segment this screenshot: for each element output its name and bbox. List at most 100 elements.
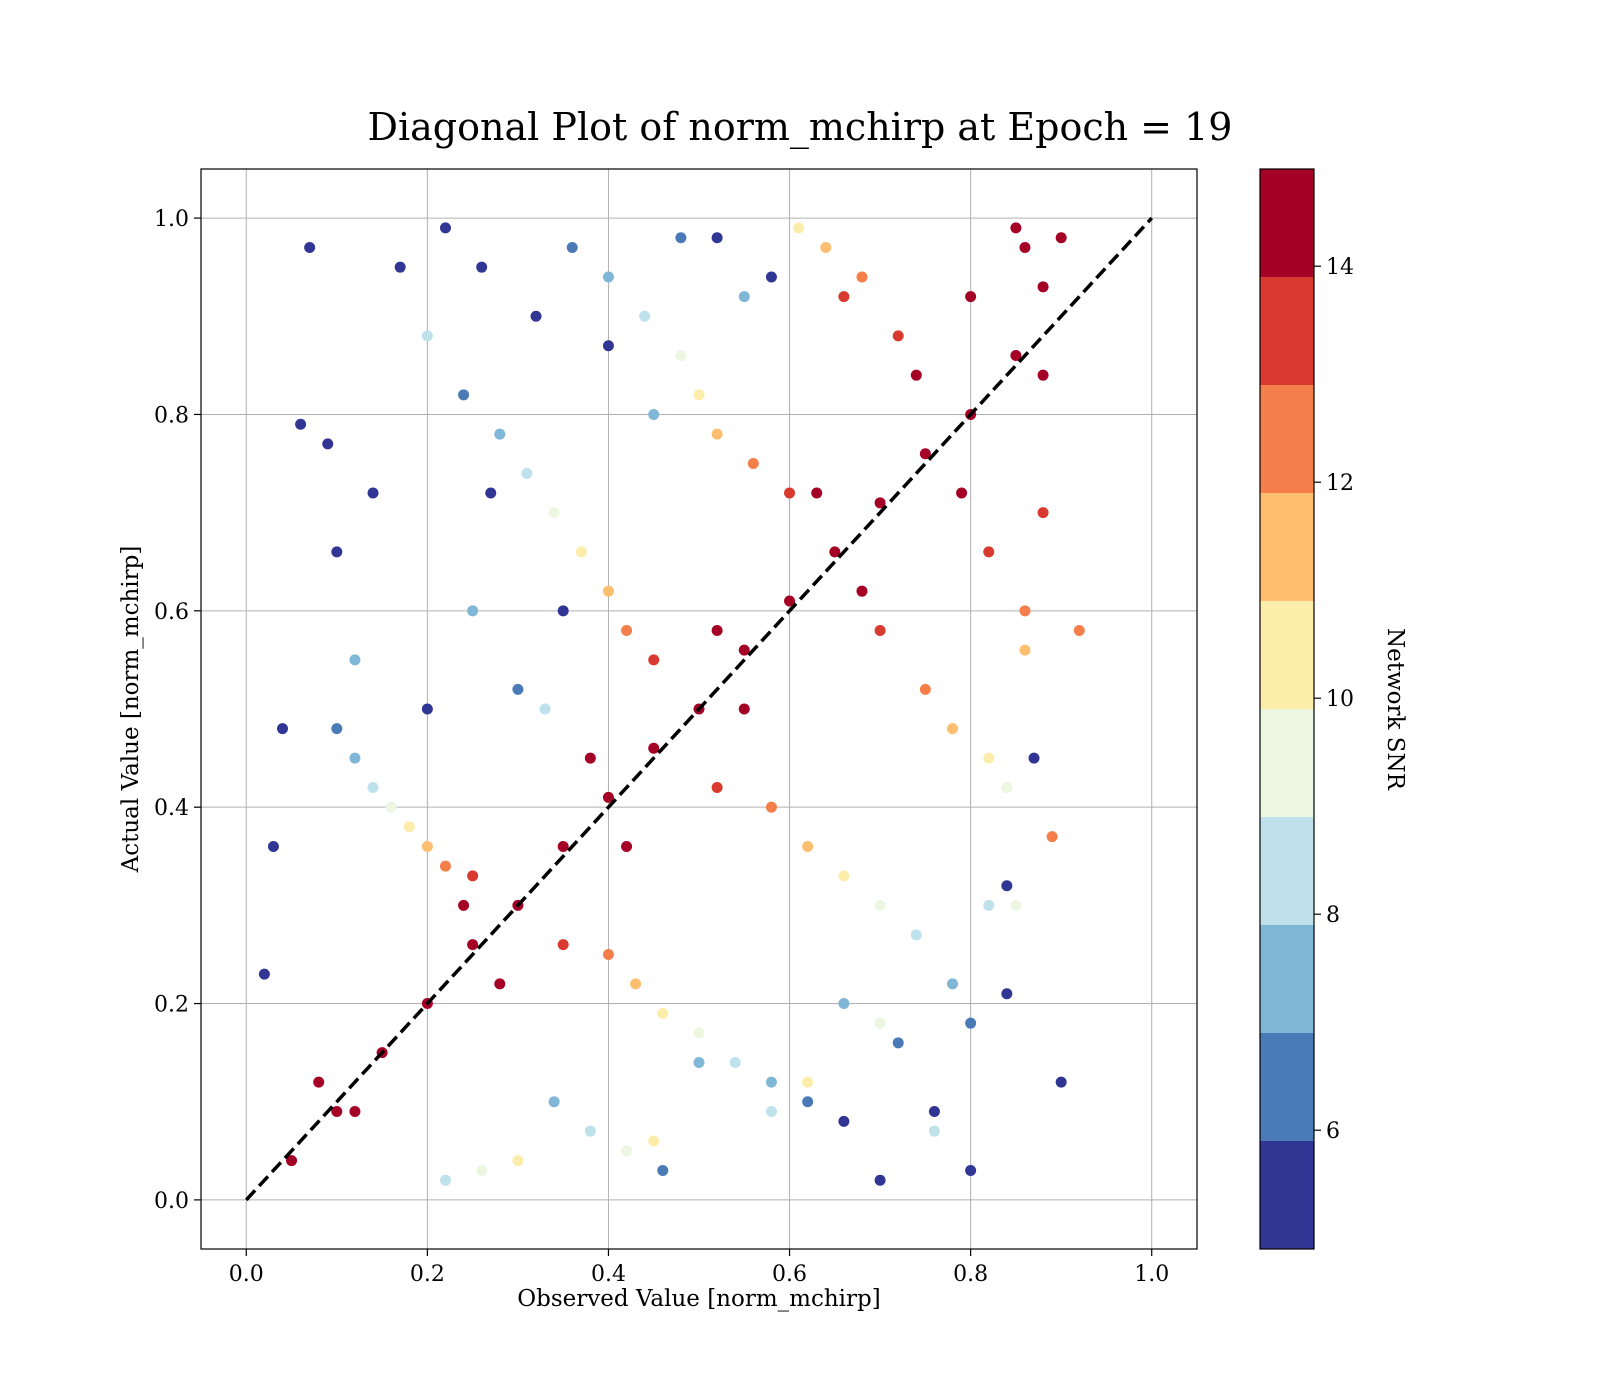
colorbar-label: Network SNR <box>1382 628 1408 791</box>
scatter-point <box>367 782 379 794</box>
scatter-point <box>1019 242 1031 254</box>
x-tick-label: 0.8 <box>953 1262 988 1287</box>
scatter-point <box>1037 507 1049 519</box>
scatter-point <box>947 723 959 735</box>
scatter-point <box>548 1096 560 1108</box>
scatter-point <box>829 546 841 558</box>
colorbar-band <box>1260 169 1314 277</box>
scatter-point <box>1010 899 1022 911</box>
scatter-point <box>557 939 569 951</box>
scatter-point <box>539 703 551 715</box>
scatter-point <box>1001 988 1013 1000</box>
scatter-point <box>349 1106 361 1118</box>
scatter-points <box>258 222 1085 1186</box>
scatter-point <box>648 408 660 420</box>
scatter-point <box>602 340 614 352</box>
scatter-point <box>621 624 633 636</box>
x-axis-label: Observed Value [norm_mchirp] <box>517 1286 880 1312</box>
scatter-point <box>738 703 750 715</box>
scatter-point <box>331 546 343 558</box>
scatter-point <box>421 330 433 342</box>
scatter-point <box>856 585 868 597</box>
scatter-point <box>765 1076 777 1088</box>
scatter-point <box>602 271 614 283</box>
x-tick-label: 0.6 <box>772 1262 807 1287</box>
scatter-point <box>1028 752 1040 764</box>
scatter-point <box>1073 624 1085 636</box>
colorbar-band <box>1260 277 1314 385</box>
scatter-point <box>793 222 805 234</box>
colorbar-band <box>1260 601 1314 709</box>
scatter-point <box>693 389 705 401</box>
scatter-point <box>1055 232 1067 244</box>
scatter-point <box>602 948 614 960</box>
colorbar-tick-label: 6 <box>1326 1119 1340 1144</box>
scatter-point <box>630 978 642 990</box>
scatter-point <box>1019 644 1031 656</box>
scatter-point <box>512 1155 524 1167</box>
scatter-point <box>983 546 995 558</box>
scatter-point <box>738 291 750 303</box>
scatter-point <box>267 840 279 852</box>
y-tick-label: 0.4 <box>154 796 189 821</box>
scatter-point <box>693 1027 705 1039</box>
colorbar-tick-label: 14 <box>1326 255 1354 280</box>
scatter-point <box>820 242 832 254</box>
scatter-point <box>439 860 451 872</box>
scatter-point <box>928 1106 940 1118</box>
scatter-point <box>838 870 850 882</box>
scatter-point <box>892 330 904 342</box>
scatter-point <box>621 840 633 852</box>
scatter-point <box>910 369 922 381</box>
chart-title: Diagonal Plot of norm_mchirp at Epoch = … <box>368 105 1233 150</box>
scatter-point <box>765 801 777 813</box>
scatter-point <box>304 242 316 254</box>
colorbar-band <box>1260 493 1314 601</box>
scatter-point <box>784 487 796 499</box>
colorbar-band <box>1260 817 1314 925</box>
scatter-point <box>802 840 814 852</box>
scatter-point <box>575 546 587 558</box>
scatter-point <box>1019 605 1031 617</box>
reference-line-group <box>244 216 1154 1202</box>
x-tick-label: 0.0 <box>229 1262 264 1287</box>
scatter-point <box>838 291 850 303</box>
scatter-point <box>639 310 651 322</box>
scatter-point <box>765 271 777 283</box>
scatter-point <box>439 222 451 234</box>
scatter-point <box>874 1174 886 1186</box>
colorbar-band <box>1260 925 1314 1033</box>
scatter-point <box>965 1164 977 1176</box>
scatter-point <box>965 1017 977 1029</box>
x-axis-ticks: 0.0 0.2 0.4 0.6 0.8 1.0 <box>229 1249 1169 1287</box>
colorbar-band <box>1260 385 1314 493</box>
scatter-point <box>1010 350 1022 362</box>
scatter-point <box>584 1125 596 1137</box>
scatter-point <box>476 261 488 273</box>
scatter-point <box>711 782 723 794</box>
scatter-point <box>467 870 479 882</box>
y-tick-label: 1.0 <box>154 207 189 232</box>
diagonal-reference-line <box>244 216 1154 1202</box>
scatter-point <box>784 595 796 607</box>
scatter-point <box>648 742 660 754</box>
scatter-point <box>657 1164 669 1176</box>
scatter-point <box>258 968 270 980</box>
scatter-point <box>584 752 596 764</box>
y-axis-label: Actual Value [norm_mchirp] <box>118 546 144 874</box>
scatter-point <box>919 448 931 460</box>
plot-frame <box>200 168 1198 1250</box>
scatter-point <box>602 791 614 803</box>
scatter-point <box>648 654 660 666</box>
scatter-point <box>856 271 868 283</box>
scatter-point <box>648 1135 660 1147</box>
colorbar-tick-label: 8 <box>1326 903 1340 928</box>
y-axis-ticks: 0.0 0.2 0.4 0.6 0.8 1.0 <box>154 207 201 1214</box>
scatter-point <box>729 1056 741 1068</box>
colorbar-band <box>1260 709 1314 817</box>
scatter-point <box>838 998 850 1010</box>
scatter-point <box>657 1007 669 1019</box>
scatter-point <box>928 1125 940 1137</box>
scatter-point <box>1037 281 1049 293</box>
